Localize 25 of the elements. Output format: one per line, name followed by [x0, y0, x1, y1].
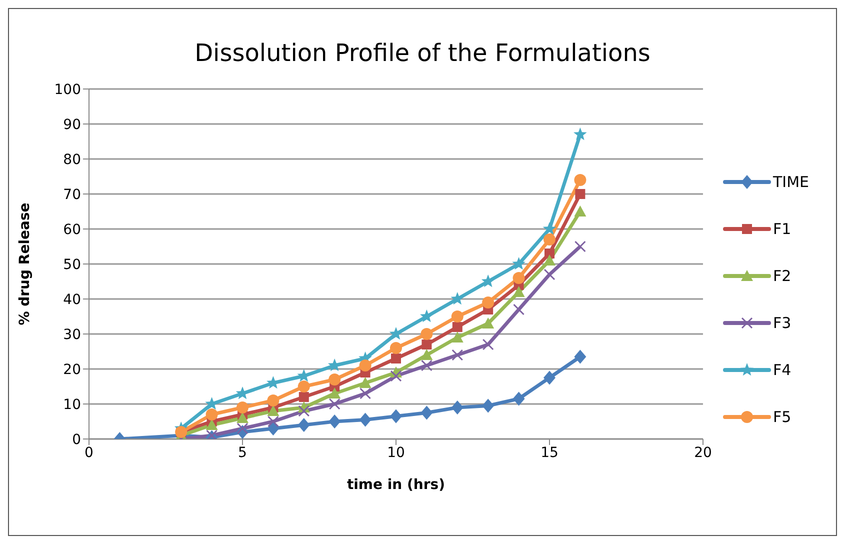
y-tick-label: 60: [63, 222, 81, 238]
y-tick-label: 30: [63, 326, 81, 343]
y-tick-label: 20: [63, 362, 81, 378]
legend-label: F4: [772, 360, 792, 378]
x-tick-label: 0: [84, 444, 94, 461]
chart-title: Dissolution Profile of the Formulations: [194, 38, 652, 69]
y-tick-label: 40: [63, 292, 81, 308]
y-axis-title: % drug Release: [16, 202, 33, 326]
legend-label: F2: [772, 266, 792, 284]
y-tick-label: 70: [63, 186, 81, 203]
legend-label: F3: [772, 314, 792, 332]
x-tick-label: 10: [387, 444, 405, 461]
legend-label: TIME: [772, 172, 809, 190]
x-tick-label: 15: [540, 444, 558, 461]
x-axis-title: time in (hrs): [346, 477, 446, 493]
legend-label: F1: [772, 220, 792, 238]
y-tick-label: 100: [54, 82, 81, 98]
x-tick-label: 20: [694, 444, 712, 461]
y-tick-label: 0: [72, 432, 81, 448]
x-tick-label: 5: [238, 444, 247, 461]
legend-label: F5: [772, 408, 792, 426]
y-tick-label: 80: [63, 152, 81, 168]
y-tick-label: 10: [63, 396, 81, 413]
y-tick-label: 50: [63, 256, 81, 273]
y-tick-label: 90: [63, 116, 81, 133]
